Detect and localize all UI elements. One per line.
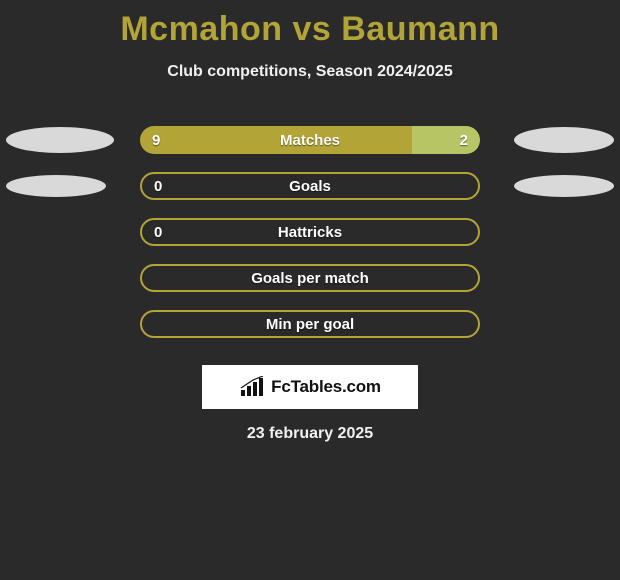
stat-label: Hattricks bbox=[142, 220, 478, 244]
comparison-rows: Matches92Goals0Hattricks0Goals per match… bbox=[0, 117, 620, 347]
stat-value-left: 9 bbox=[152, 126, 160, 154]
stat-bar: Goals per match bbox=[140, 264, 480, 292]
stat-row: Hattricks0 bbox=[0, 209, 620, 255]
stat-label: Min per goal bbox=[142, 312, 478, 336]
player-right-indicator bbox=[514, 127, 614, 153]
stat-row: Min per goal bbox=[0, 301, 620, 347]
stat-value-left: 0 bbox=[154, 174, 162, 198]
stat-value-right: 2 bbox=[460, 126, 468, 154]
subtitle: Club competitions, Season 2024/2025 bbox=[0, 63, 620, 81]
stat-bar: Matches92 bbox=[140, 126, 480, 154]
stat-bar: Hattricks0 bbox=[140, 218, 480, 246]
stat-label: Goals bbox=[142, 174, 478, 198]
stat-row: Goals0 bbox=[0, 163, 620, 209]
page-title: Mcmahon vs Baumann bbox=[0, 0, 620, 49]
date-text: 23 february 2025 bbox=[0, 425, 620, 443]
stat-bar: Min per goal bbox=[140, 310, 480, 338]
player-left-indicator bbox=[6, 127, 114, 153]
stat-value-left: 0 bbox=[154, 220, 162, 244]
bar-chart-icon bbox=[239, 376, 265, 398]
stat-bar: Goals0 bbox=[140, 172, 480, 200]
stat-label: Goals per match bbox=[142, 266, 478, 290]
logo-text: FcTables.com bbox=[271, 377, 381, 397]
stat-row: Goals per match bbox=[0, 255, 620, 301]
logo-badge: FcTables.com bbox=[202, 365, 418, 409]
player-left-indicator bbox=[6, 175, 106, 197]
stat-row: Matches92 bbox=[0, 117, 620, 163]
stat-bar-right bbox=[412, 126, 480, 154]
stat-bar-left bbox=[140, 126, 412, 154]
player-right-indicator bbox=[514, 175, 614, 197]
